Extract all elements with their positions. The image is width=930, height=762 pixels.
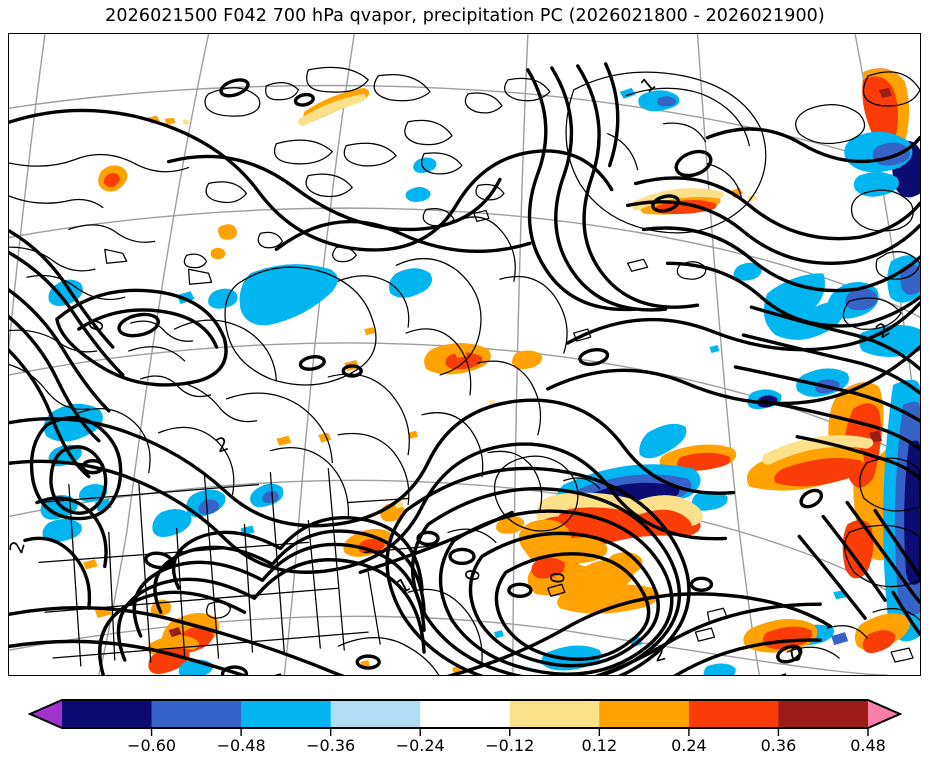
colorbar-band [599,700,690,728]
colorbar-svg [27,699,903,736]
colorbar-tick-label: 0.36 [760,736,797,755]
colorbar-tick-labels: −0.60 −0.48 −0.36 −0.24 −0.12 0.12 0.24 0.36 0.4… [0,736,930,762]
colorbar-tick-label: −0.36 [306,736,356,755]
colorbar-band [688,700,780,728]
colorbar-under-arrow [30,700,62,728]
colorbar-band [151,700,242,728]
contour-label: 0 [461,567,485,583]
colorbar-bands [30,700,900,728]
colorbar-tick-label: 0.24 [671,736,707,755]
colorbar-tick-label: −0.60 [127,736,177,755]
colorbar-ticks [150,728,869,736]
colorbar-band [778,700,869,728]
map-plot-area: 0 1 0 0 2 2 2 2 1 0 [8,33,921,676]
contour-lines [9,62,920,675]
colorbar-tick-label: −0.24 [395,736,445,755]
contour-label: 0 [547,571,570,585]
colorbar-tick-label: 0.12 [581,736,618,755]
colorbar-outline [27,699,903,729]
contour-label: 0 [788,643,804,667]
colorbar-band [330,700,421,728]
colorbar-band [420,700,511,728]
map-canvas: 0 1 0 0 2 2 2 2 1 0 [9,34,920,675]
colorbar-band [509,700,600,728]
colorbar-over-arrow [868,700,900,728]
colorbar-tick-label: −0.12 [485,736,535,755]
colorbar-band [241,700,332,728]
colorbar-tick-label: −0.48 [216,736,266,755]
chart-title: 2026021500 F042 700 hPa qvapor, precipit… [105,6,825,26]
colorbar-border [27,699,903,729]
contour-label: 2 [651,642,669,666]
colorbar: −0.60 −0.48 −0.36 −0.24 −0.12 0.12 0.24 0.36 0.4… [0,694,930,762]
colorbar-band [62,700,153,728]
colorbar-tick-label: 0.48 [850,736,886,755]
